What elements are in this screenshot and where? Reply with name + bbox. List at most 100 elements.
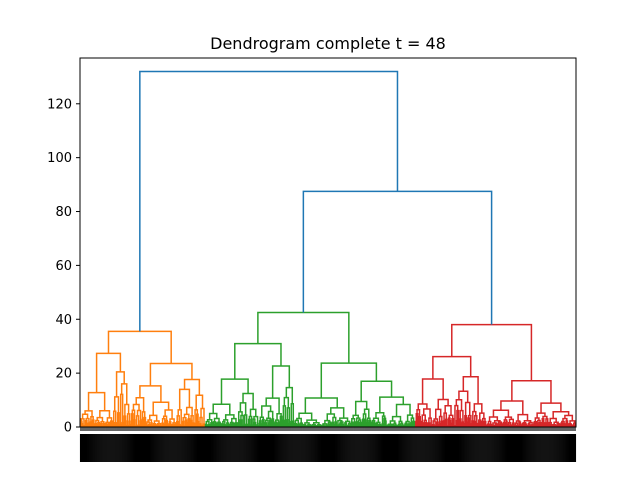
dendrogram-link bbox=[311, 423, 316, 426]
x-tick-label bbox=[545, 434, 547, 462]
x-tick-label bbox=[134, 434, 136, 462]
dendrogram-link bbox=[458, 390, 469, 403]
x-tick-label bbox=[302, 434, 304, 462]
x-tick-label bbox=[150, 434, 152, 462]
x-tick-label bbox=[210, 434, 212, 462]
dendrogram-link bbox=[464, 401, 471, 416]
x-tick-label bbox=[157, 434, 159, 462]
x-tick-label bbox=[258, 434, 260, 462]
x-tick-label bbox=[243, 434, 245, 462]
x-tick-label bbox=[153, 434, 155, 462]
x-tick-label bbox=[161, 434, 163, 462]
x-tick-label bbox=[208, 434, 211, 462]
x-tick-label bbox=[501, 434, 503, 462]
x-tick-label bbox=[524, 434, 526, 462]
x-tick-label bbox=[96, 434, 98, 462]
dendrogram-link bbox=[257, 311, 350, 364]
x-tick-label bbox=[463, 434, 465, 462]
x-tick-label bbox=[447, 434, 450, 462]
x-tick-label bbox=[255, 434, 257, 462]
x-tick-label bbox=[102, 434, 104, 462]
dendrogram-link bbox=[216, 422, 220, 427]
dendrogram-link bbox=[231, 417, 237, 423]
x-tick-label bbox=[491, 434, 493, 462]
x-tick-label bbox=[539, 434, 541, 462]
dendrogram-link bbox=[373, 422, 376, 427]
x-tick-label bbox=[87, 434, 89, 462]
x-tick-label bbox=[117, 434, 119, 462]
x-tick-label bbox=[441, 434, 443, 462]
x-tick-label bbox=[202, 434, 205, 462]
x-tick-label bbox=[138, 434, 140, 462]
x-tick-label bbox=[502, 434, 504, 462]
dendrogram-link bbox=[284, 420, 287, 427]
x-tick-label bbox=[367, 434, 369, 462]
x-tick-label bbox=[404, 434, 406, 462]
x-tick-label bbox=[564, 434, 566, 462]
dendrogram-link bbox=[437, 398, 449, 410]
x-tick-label bbox=[97, 434, 99, 462]
x-tick-label bbox=[79, 434, 82, 462]
x-tick-label bbox=[180, 434, 182, 462]
dendrogram-link bbox=[477, 422, 481, 427]
dendrogram-link bbox=[282, 419, 285, 427]
x-tick-label bbox=[268, 434, 270, 462]
x-tick-label bbox=[315, 434, 317, 462]
dendrogram-link bbox=[330, 407, 345, 419]
x-tick-label bbox=[415, 434, 417, 462]
x-tick-labels bbox=[79, 434, 577, 462]
x-tick-label bbox=[402, 434, 404, 462]
x-tick-label bbox=[460, 434, 462, 462]
x-tick-label bbox=[406, 434, 408, 462]
x-tick-label bbox=[232, 434, 234, 462]
dendrogram-link bbox=[133, 419, 136, 427]
x-tick-label bbox=[267, 434, 269, 462]
x-tick-label bbox=[263, 434, 265, 462]
dendrogram-link bbox=[220, 378, 249, 405]
x-tick-label bbox=[300, 434, 302, 462]
dendrogram-link bbox=[249, 408, 257, 417]
x-tick-label bbox=[394, 434, 396, 462]
dendrogram-link bbox=[384, 420, 387, 427]
x-tick-label bbox=[319, 434, 321, 462]
x-tick-label bbox=[115, 434, 117, 462]
dendrogram-link bbox=[288, 422, 291, 427]
y-tick-label: 20 bbox=[55, 367, 72, 382]
x-tick-label bbox=[396, 434, 398, 462]
x-tick-label bbox=[379, 434, 381, 462]
x-tick-label bbox=[520, 434, 522, 462]
x-tick-label bbox=[119, 434, 121, 462]
x-tick-label bbox=[296, 434, 298, 462]
x-tick-label bbox=[424, 434, 426, 462]
x-tick-label bbox=[347, 434, 349, 462]
x-tick-label bbox=[554, 434, 556, 462]
x-tick-label bbox=[222, 434, 224, 462]
plot-frame bbox=[79, 57, 577, 428]
x-tick-label bbox=[323, 434, 326, 462]
x-tick-label bbox=[176, 434, 178, 462]
dendrogram-link bbox=[533, 422, 536, 427]
x-tick-label bbox=[475, 434, 477, 462]
x-tick-label bbox=[467, 434, 469, 462]
dendrogram-link bbox=[193, 422, 197, 427]
dendrogram-link bbox=[361, 421, 364, 427]
x-tick-label bbox=[127, 434, 129, 462]
x-tick-label bbox=[293, 434, 295, 462]
x-tick-label bbox=[181, 434, 183, 462]
dendrogram-link bbox=[189, 419, 193, 427]
x-tick-label bbox=[133, 434, 135, 462]
x-tick-label bbox=[366, 434, 368, 462]
x-tick-label bbox=[191, 434, 193, 462]
x-tick-label bbox=[299, 434, 301, 462]
x-tick-label bbox=[480, 434, 482, 462]
x-tick-label bbox=[109, 434, 111, 462]
x-tick-label bbox=[89, 434, 91, 462]
x-tick-label bbox=[426, 434, 428, 462]
x-tick-label bbox=[469, 434, 471, 462]
x-tick-label bbox=[455, 434, 458, 462]
dendrogram-link bbox=[350, 421, 354, 427]
x-tick-label bbox=[551, 434, 553, 462]
x-tick-label bbox=[188, 434, 190, 462]
x-tick-label bbox=[456, 434, 459, 462]
x-tick-label bbox=[566, 434, 568, 462]
